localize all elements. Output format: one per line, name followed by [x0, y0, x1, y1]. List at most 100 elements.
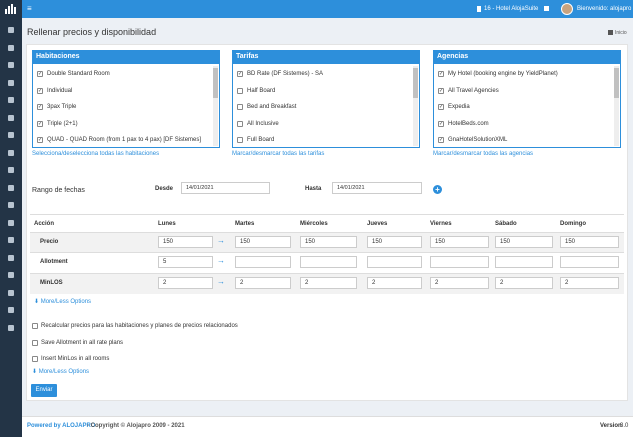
option-label[interactable]: Save Allotment in all rate plans: [41, 339, 124, 346]
sidebar-icon[interactable]: [8, 254, 14, 261]
checkbox[interactable]: ✓: [37, 87, 43, 94]
checkbox-label[interactable]: Full Board: [247, 137, 275, 143]
checkbox-label[interactable]: BD Rate (DF Sistemes) - SA: [247, 71, 324, 77]
menu-toggle[interactable]: ≡: [27, 4, 32, 13]
value-input[interactable]: 150: [430, 236, 489, 248]
column-header: Martes: [235, 221, 255, 227]
checkbox-label[interactable]: Double Standard Room: [47, 71, 110, 77]
more-options-link[interactable]: ⬇ More/Less Options: [34, 299, 92, 305]
value-input[interactable]: [367, 256, 422, 268]
value-input[interactable]: 2: [430, 277, 489, 289]
sidebar-icon[interactable]: [8, 79, 14, 86]
value-input[interactable]: 2: [158, 277, 213, 289]
sidebar-icon[interactable]: [8, 237, 14, 243]
sidebar-icon[interactable]: [8, 202, 14, 208]
to-label: Hasta: [305, 186, 322, 192]
submit-button[interactable]: Enviar: [31, 384, 57, 397]
checkbox[interactable]: ✓: [237, 71, 243, 77]
value-input[interactable]: 2: [367, 277, 422, 289]
value-input[interactable]: [495, 256, 553, 268]
sidebar-icon[interactable]: [8, 184, 14, 191]
value-input[interactable]: [560, 256, 619, 268]
select-all-link[interactable]: Selecciona/deselecciona todas las habita…: [32, 151, 160, 157]
checkbox-label[interactable]: QUAD - QUAD Room (from 1 pax to 4 pax) […: [47, 137, 202, 143]
value-input[interactable]: [430, 256, 489, 268]
value-input[interactable]: 150: [235, 236, 291, 248]
value-input[interactable]: 5: [158, 256, 213, 268]
value-input[interactable]: 150: [300, 236, 357, 248]
checkbox-label[interactable]: Bed and Breakfast: [247, 104, 297, 110]
checkbox[interactable]: [32, 323, 38, 329]
checkbox-label[interactable]: 3pax Triple: [47, 104, 77, 110]
value-input[interactable]: [300, 256, 357, 268]
value-input[interactable]: 150: [495, 236, 553, 248]
checkbox[interactable]: [32, 339, 38, 346]
avatar[interactable]: [561, 3, 573, 15]
flag-icon[interactable]: [544, 6, 549, 11]
to-input[interactable]: 14/01/2021: [332, 182, 422, 194]
logo[interactable]: [0, 0, 22, 18]
sidebar-icon[interactable]: [8, 62, 14, 68]
sidebar-icon[interactable]: [8, 97, 14, 103]
value-input[interactable]: 2: [495, 277, 553, 289]
value-input[interactable]: 2: [300, 277, 357, 289]
panel-box: [232, 50, 420, 148]
column-header: Jueves: [367, 221, 388, 227]
value-input[interactable]: 150: [560, 236, 619, 248]
checkbox[interactable]: [237, 120, 243, 127]
value-input[interactable]: 150: [367, 236, 422, 248]
value-input[interactable]: 2: [560, 277, 619, 289]
sidebar-icon[interactable]: [8, 114, 14, 121]
checkbox[interactable]: ✓: [438, 137, 444, 143]
copy-arrow[interactable]: →: [217, 236, 225, 245]
add-date-button[interactable]: +: [433, 185, 442, 194]
checkbox[interactable]: [237, 87, 243, 94]
checkbox-label[interactable]: All Inclusive: [247, 120, 279, 127]
sidebar-icon[interactable]: [8, 167, 14, 173]
checkbox-label[interactable]: HotelBeds.com: [448, 120, 489, 127]
checkbox[interactable]: ✓: [37, 137, 43, 143]
checkbox[interactable]: ✓: [37, 71, 43, 77]
option-label[interactable]: Recalcular precios para las habitaciones…: [41, 323, 238, 329]
sidebar-icon[interactable]: [8, 324, 14, 331]
checkbox-label[interactable]: Expedia: [448, 104, 470, 110]
checkbox-label[interactable]: Half Board: [247, 87, 276, 94]
checkbox-label[interactable]: All Travel Agencies: [448, 87, 499, 94]
checkbox[interactable]: [32, 356, 38, 362]
checkbox[interactable]: ✓: [438, 71, 444, 77]
sidebar-icon[interactable]: [8, 272, 14, 278]
value-input[interactable]: 150: [158, 236, 213, 248]
breadcrumb[interactable]: Inicio: [615, 30, 627, 36]
checkbox[interactable]: ✓: [438, 120, 444, 127]
option-label[interactable]: Insert MinLos in all rooms: [41, 356, 110, 362]
value-input[interactable]: 2: [235, 277, 291, 289]
checkbox-label[interactable]: Triple (2+1): [47, 120, 78, 127]
copy-arrow[interactable]: →: [217, 277, 225, 286]
sidebar-icon[interactable]: [8, 149, 14, 156]
checkbox[interactable]: ✓: [438, 104, 444, 110]
select-all-link[interactable]: Marcar/desmarcar todas las tarifas: [232, 151, 325, 157]
sidebar-icon[interactable]: [8, 219, 14, 226]
checkbox-label[interactable]: GnaHotelSolutionXML: [448, 137, 508, 143]
more-options-link[interactable]: ⬇ More/Less Options: [32, 369, 90, 375]
checkbox[interactable]: ✓: [37, 104, 43, 110]
user-name[interactable]: Bienvenido: alojapro: [577, 6, 632, 12]
checkbox[interactable]: [237, 137, 243, 143]
sidebar-icon[interactable]: [8, 307, 14, 313]
hotel-selector[interactable]: 16 - Hotel AlojaSuite: [484, 6, 539, 12]
sidebar-icon[interactable]: [8, 289, 14, 296]
sidebar-icon[interactable]: [8, 132, 14, 138]
copy-arrow[interactable]: →: [217, 256, 225, 265]
checkbox-label[interactable]: Individual: [47, 87, 73, 94]
value-input[interactable]: [235, 256, 291, 268]
checkbox[interactable]: [237, 104, 243, 110]
scrollbar: [213, 66, 218, 146]
checkbox-label[interactable]: My Hotel (booking engine by YieldPlanet): [448, 71, 558, 77]
sidebar-icon[interactable]: [8, 44, 14, 51]
select-all-link[interactable]: Marcar/desmarcar todas las agencias: [433, 151, 534, 157]
checkbox[interactable]: ✓: [37, 120, 43, 127]
footer-powered[interactable]: Powered by ALOJAPRO: [27, 423, 96, 429]
from-input[interactable]: 14/01/2021: [181, 182, 270, 194]
sidebar-icon[interactable]: [8, 27, 14, 33]
checkbox[interactable]: ✓: [438, 87, 444, 94]
